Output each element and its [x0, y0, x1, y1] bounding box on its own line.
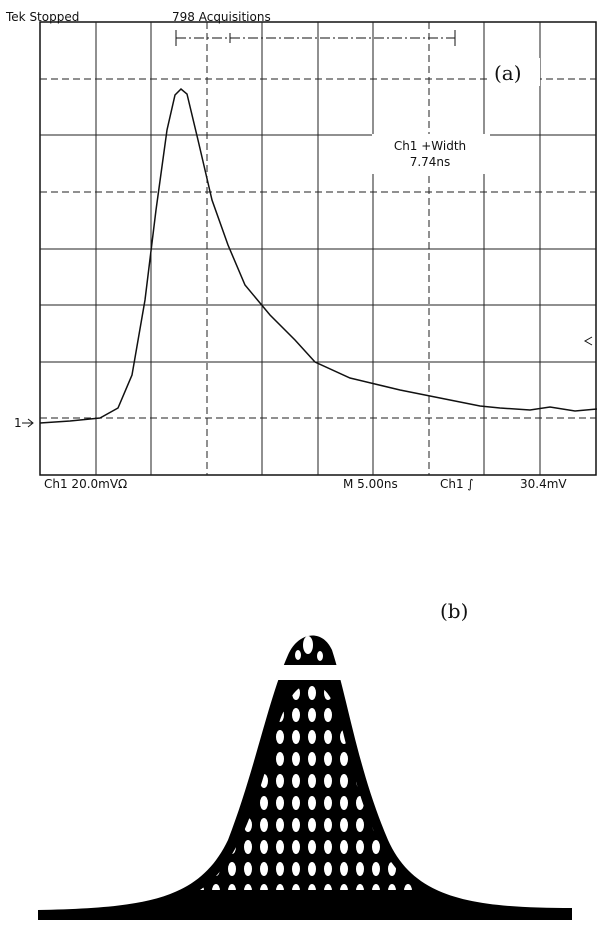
panel-label: (b)	[440, 599, 468, 623]
trigger-level: 30.4mV	[520, 477, 567, 491]
trigger-arrow	[585, 337, 592, 345]
graticule	[40, 22, 596, 475]
channel-marker: 1	[14, 416, 22, 430]
cursor-bracket	[176, 30, 455, 46]
ground-arrow	[22, 419, 33, 427]
channel-scale: Ch1 20.0mVΩ	[44, 477, 127, 491]
timebase: M 5.00ns	[343, 477, 398, 491]
trigger: Ch1 ∫	[440, 477, 474, 491]
measurement-value: 7.74ns	[410, 155, 451, 169]
mesh-surface	[38, 635, 572, 920]
measurement-name: Ch1 +Width	[394, 139, 466, 153]
figure: Tek Stopped 798 Acquisitions (a) Ch1 +Wi…	[0, 0, 597, 927]
panel-label: (a)	[494, 61, 522, 85]
